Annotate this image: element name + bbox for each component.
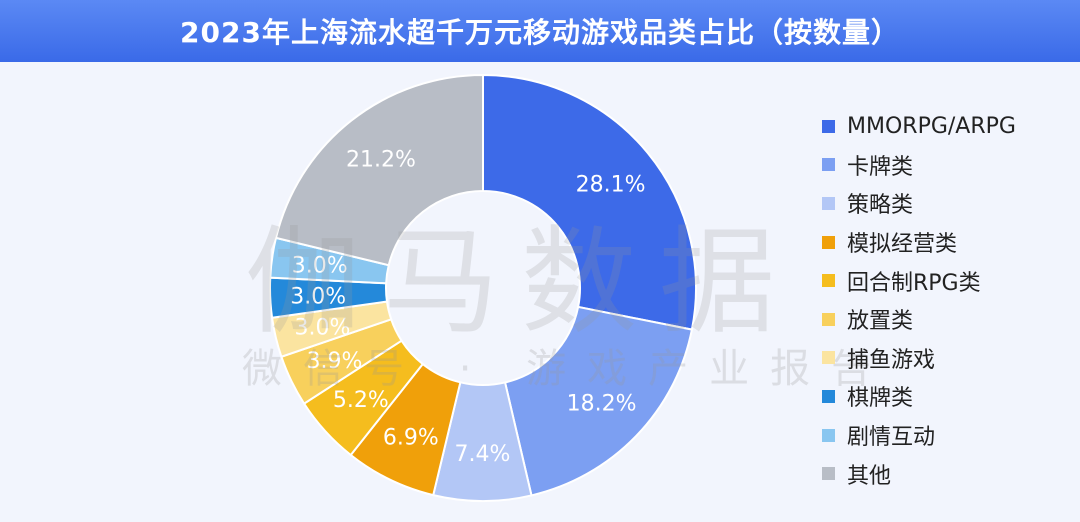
slice-data-label: 3.0% bbox=[292, 253, 348, 278]
legend-item: MMORPG/ARPG bbox=[822, 107, 1067, 146]
donut-slice bbox=[482, 73, 697, 331]
slice-data-label: 3.0% bbox=[295, 315, 351, 340]
legend-swatch bbox=[822, 235, 835, 249]
legend-swatch bbox=[822, 274, 835, 288]
legend-swatch bbox=[822, 428, 835, 442]
slice-data-label: 21.2% bbox=[346, 147, 416, 172]
legend-label: 策略类 bbox=[847, 193, 914, 219]
slice-data-label: 3.9% bbox=[307, 349, 363, 374]
slice-data-label: 7.4% bbox=[455, 442, 511, 467]
donut-slice bbox=[274, 73, 484, 267]
legend-item: 模拟经营类 bbox=[822, 223, 1067, 262]
legend-swatch bbox=[822, 196, 835, 210]
legend-item: 回合制RPG类 bbox=[822, 261, 1067, 300]
slice-data-label: 3.0% bbox=[290, 285, 346, 310]
legend-label: 模拟经营类 bbox=[847, 232, 958, 258]
legend-label: MMORPG/ARPG bbox=[847, 113, 1016, 139]
legend-label: 棋牌类 bbox=[847, 386, 914, 412]
legend-swatch bbox=[822, 467, 835, 481]
legend-swatch bbox=[822, 389, 835, 403]
legend-label: 捕鱼游戏 bbox=[847, 347, 936, 373]
legend-label: 其他 bbox=[847, 463, 892, 489]
legend-label: 放置类 bbox=[847, 309, 914, 335]
legend-item: 剧情互动 bbox=[822, 416, 1067, 455]
legend-swatch bbox=[822, 351, 835, 365]
legend-item: 捕鱼游戏 bbox=[822, 339, 1067, 378]
legend: MMORPG/ARPG 卡牌类策略类模拟经营类回合制RPG类 放置类捕鱼游戏棋牌类剧… bbox=[822, 107, 1067, 493]
slice-data-label: 5.2% bbox=[333, 388, 389, 413]
legend-item: 放置类 bbox=[822, 300, 1067, 339]
donut-chart: 28.1% 18.2% 7.4% 6.9% 5.2% 3.9% 3.0% 3.0% 3.0% 21… bbox=[269, 73, 697, 502]
slice-data-label: 18.2% bbox=[567, 392, 637, 417]
legend-label: 剧情互动 bbox=[847, 425, 936, 451]
legend-item: 策略类 bbox=[822, 184, 1067, 223]
title-bar: 2023年上海流水超千万元移动游戏品类占比（按数量） bbox=[0, 0, 1080, 62]
legend-item: 其他 bbox=[822, 454, 1067, 493]
slice-data-label: 6.9% bbox=[383, 425, 439, 450]
legend-item: 棋牌类 bbox=[822, 377, 1067, 416]
legend-swatch bbox=[822, 312, 835, 326]
chart-title: 2023年上海流水超千万元移动游戏品类占比（按数量） bbox=[180, 16, 900, 49]
legend-label: 卡牌类 bbox=[847, 154, 914, 180]
legend-swatch bbox=[822, 119, 835, 133]
legend-swatch bbox=[822, 158, 835, 172]
legend-label: 回合制RPG类 bbox=[847, 270, 981, 296]
donut-slice bbox=[503, 305, 694, 497]
slice-data-label: 28.1% bbox=[576, 172, 646, 197]
legend-item: 卡牌类 bbox=[822, 146, 1067, 185]
